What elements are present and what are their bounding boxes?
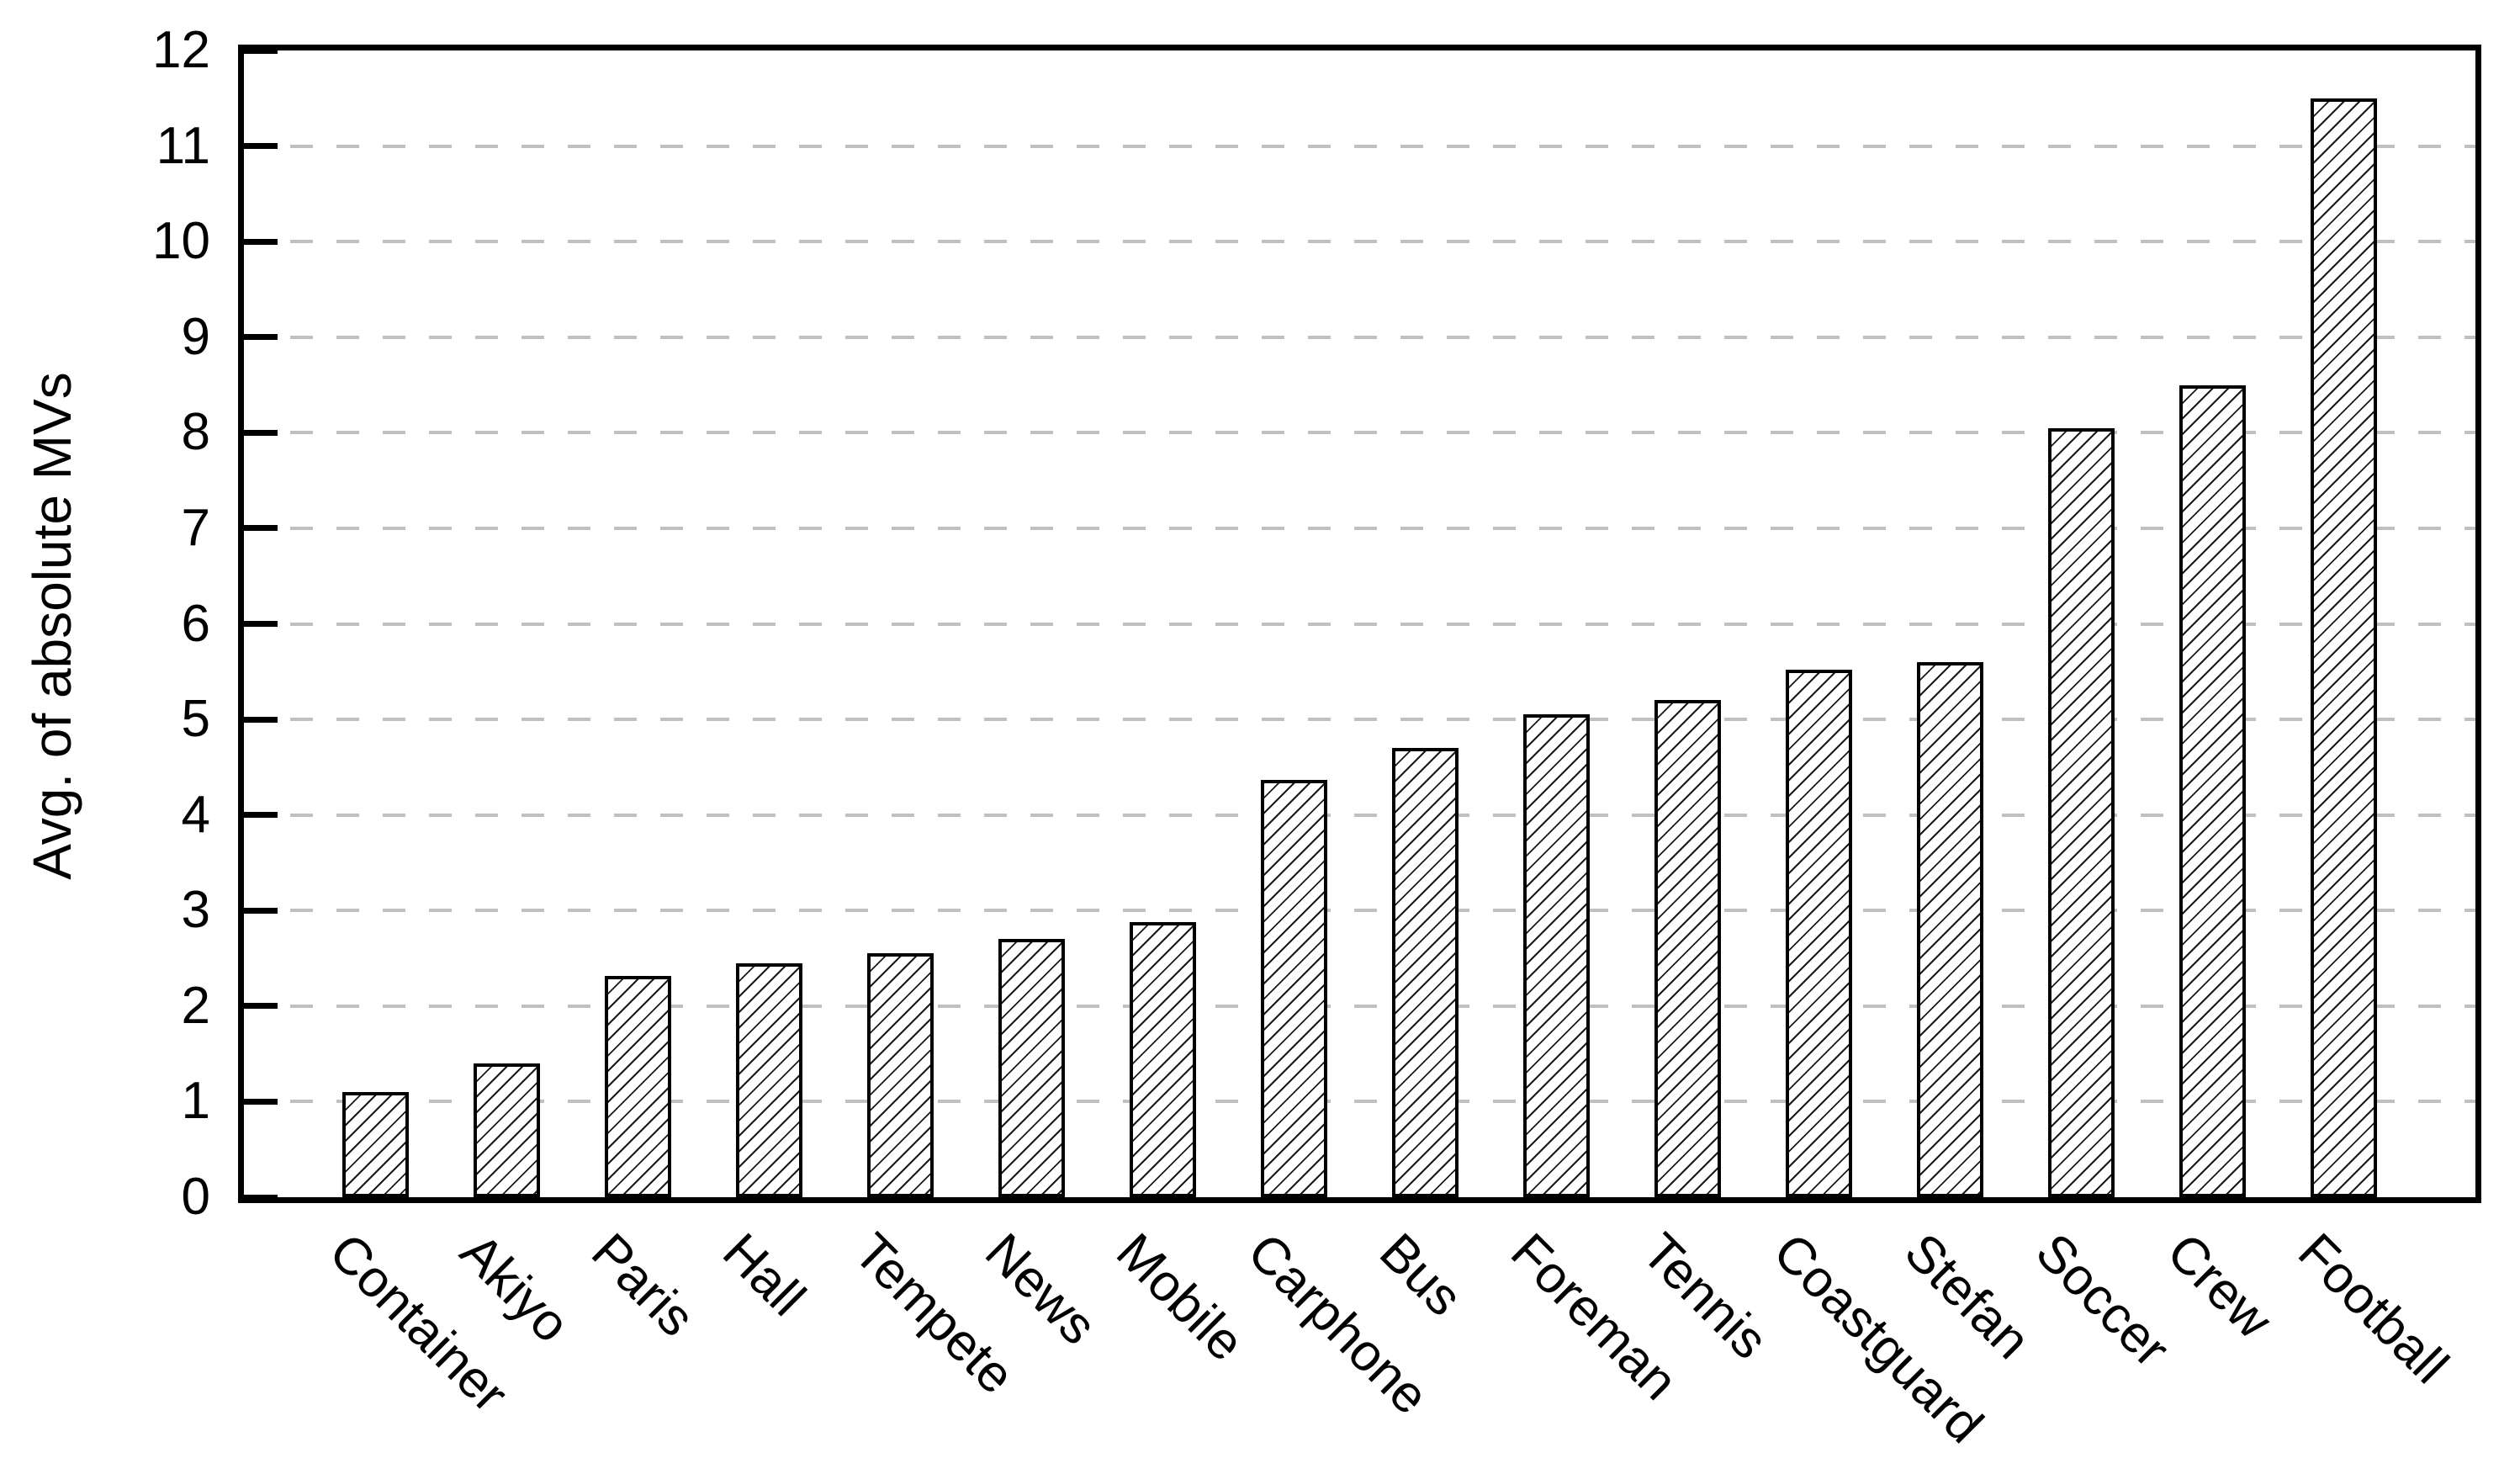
x-tick-label-soccer: Soccer — [2024, 1222, 2181, 1379]
y-tick-label-9: 9 — [181, 307, 210, 366]
y-tick-mark-0 — [244, 1194, 278, 1201]
gridline-y4 — [244, 813, 2475, 817]
bar-hall — [735, 962, 802, 1197]
gridline-y9 — [244, 335, 2475, 339]
plot-area — [238, 45, 2481, 1203]
y-tick-label-10: 10 — [152, 212, 210, 271]
bar-paris — [604, 975, 671, 1197]
gridline-y1 — [244, 1100, 2475, 1104]
y-tick-mark-9 — [244, 334, 278, 341]
gridline-y3 — [244, 909, 2475, 913]
y-tick-label-7: 7 — [181, 498, 210, 557]
gridline-y7 — [244, 526, 2475, 530]
x-tick-label-crew: Crew — [2155, 1222, 2284, 1350]
y-tick-mark-10 — [244, 238, 278, 245]
y-tick-mark-8 — [244, 429, 278, 436]
y-tick-mark-11 — [244, 143, 278, 150]
bar-news — [998, 939, 1065, 1197]
y-tick-label-11: 11 — [156, 116, 210, 175]
y-tick-label-12: 12 — [152, 21, 210, 79]
bar-coastguard — [1786, 670, 1853, 1197]
x-tick-label-paris: Paris — [580, 1222, 706, 1348]
bar-bus — [1392, 748, 1459, 1197]
gridline-y11 — [244, 144, 2475, 148]
x-tick-label-mobile: Mobile — [1105, 1222, 1256, 1373]
y-tick-label-6: 6 — [181, 594, 210, 653]
bar-soccer — [2048, 427, 2115, 1197]
bar-football — [2311, 98, 2378, 1197]
y-tick-label-3: 3 — [181, 881, 210, 940]
y-tick-mark-3 — [244, 907, 278, 914]
y-tick-mark-5 — [244, 716, 278, 723]
gridline-y5 — [244, 718, 2475, 722]
y-tick-mark-12 — [244, 47, 278, 54]
bar-akiyo — [473, 1063, 540, 1197]
x-tick-label-football: Football — [2286, 1222, 2459, 1395]
bar-stefan — [1917, 661, 1984, 1197]
y-tick-label-1: 1 — [181, 1072, 210, 1131]
bar-crew — [2179, 384, 2247, 1197]
y-tick-label-0: 0 — [181, 1168, 210, 1226]
y-tick-mark-4 — [244, 812, 278, 819]
y-tick-label-8: 8 — [181, 403, 210, 462]
x-tick-label-bus: Bus — [1368, 1222, 1473, 1328]
x-tick-label-hall: Hall — [712, 1222, 817, 1328]
y-tick-label-2: 2 — [181, 976, 210, 1035]
y-tick-mark-6 — [244, 621, 278, 627]
y-tick-mark-1 — [244, 1098, 278, 1105]
y-tick-mark-7 — [244, 525, 278, 532]
y-tick-mark-2 — [244, 1003, 278, 1010]
gridline-y2 — [244, 1004, 2475, 1008]
bar-mobile — [1129, 921, 1196, 1197]
bar-foreman — [1523, 714, 1591, 1197]
gridline-y6 — [244, 622, 2475, 626]
bar-tennis — [1654, 700, 1722, 1197]
y-tick-label-5: 5 — [181, 690, 210, 749]
y-tick-label-4: 4 — [181, 785, 210, 844]
bar-container — [341, 1092, 409, 1197]
bar-carphone — [1260, 779, 1327, 1197]
gridline-y10 — [244, 240, 2475, 244]
gridline-y8 — [244, 431, 2475, 435]
bar-tempete — [866, 953, 934, 1197]
